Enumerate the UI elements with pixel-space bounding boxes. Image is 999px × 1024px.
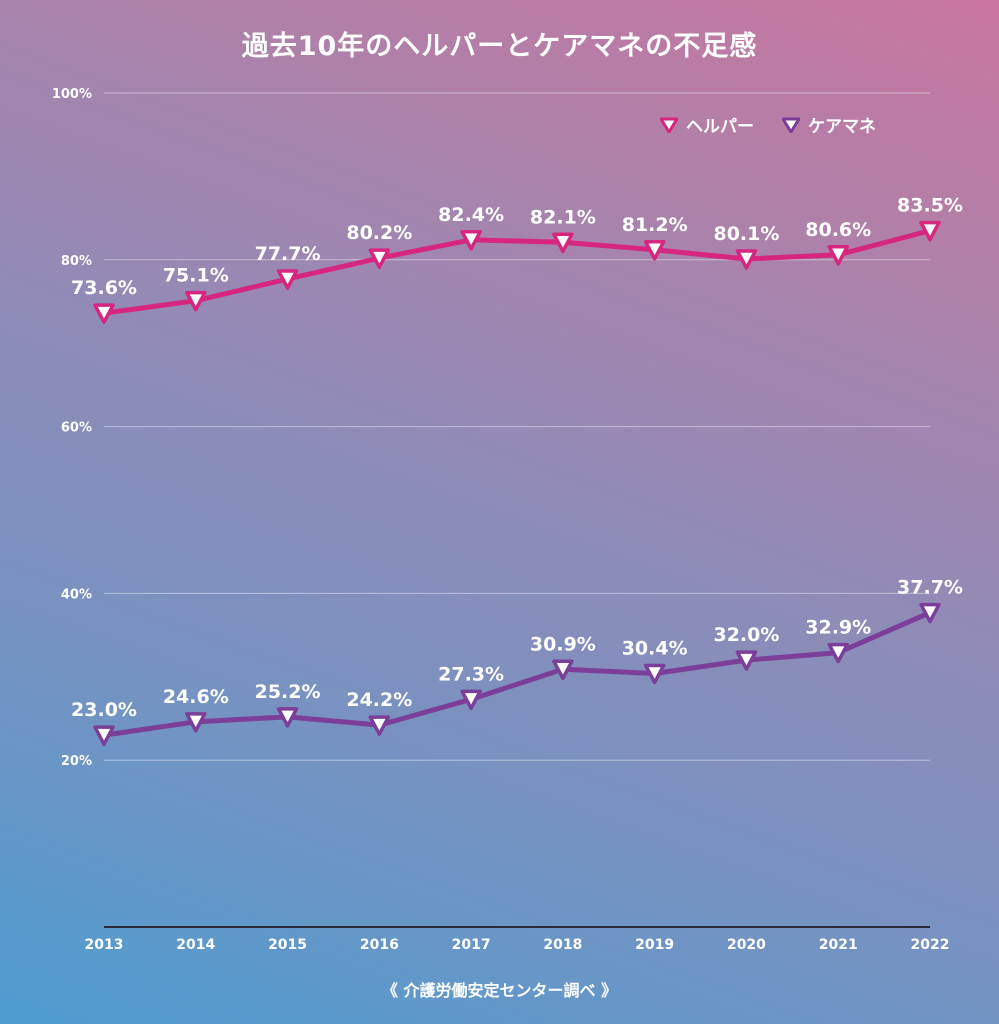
data-label: 23.0%	[71, 699, 137, 721]
data-point	[276, 707, 299, 728]
x-tick-label: 2013	[85, 937, 124, 953]
data-point	[460, 689, 482, 711]
data-point	[93, 725, 115, 746]
data-point	[276, 269, 299, 290]
data-label: 25.2%	[255, 681, 321, 703]
x-tick-label: 2018	[543, 937, 582, 953]
data-point	[185, 712, 207, 733]
data-point	[827, 245, 849, 266]
data-point	[460, 230, 482, 251]
y-tick-label: 20%	[61, 754, 92, 769]
chart-title: 過去10年のヘルパーとケアマネの不足感	[241, 31, 758, 62]
legend: ヘルパー ケアマネ	[660, 112, 876, 137]
data-point	[643, 663, 666, 685]
data-point	[827, 642, 849, 664]
data-label: 77.7%	[255, 243, 321, 265]
data-point	[368, 715, 391, 736]
data-label: 73.6%	[71, 277, 137, 299]
y-tick-label: 60%	[61, 421, 92, 436]
data-label: 30.4%	[622, 637, 688, 659]
data-point	[919, 602, 941, 624]
x-tick-label: 2022	[911, 937, 950, 953]
x-tick-label: 2021	[819, 937, 858, 953]
data-point	[919, 220, 941, 242]
y-tick-label: 80%	[61, 254, 92, 269]
x-tick-label: 2014	[176, 937, 215, 953]
data-label: 32.0%	[713, 624, 779, 646]
data-point	[552, 232, 574, 254]
x-tick-label: 2017	[452, 937, 491, 953]
data-point	[185, 290, 207, 312]
legend-item-caremanager: ケアマネ	[782, 112, 876, 137]
x-tick-label: 2015	[268, 937, 307, 953]
data-label: 75.1%	[163, 265, 229, 287]
data-label: 80.1%	[713, 223, 779, 245]
x-tick-label: 2016	[360, 937, 399, 953]
data-label: 32.9%	[805, 617, 871, 639]
legend-item-helper: ヘルパー	[660, 112, 754, 137]
x-tick-label: 2019	[635, 937, 674, 953]
data-point	[368, 248, 391, 269]
data-label: 82.1%	[530, 206, 596, 228]
series-line-1	[101, 610, 933, 738]
data-label: 37.7%	[897, 577, 963, 599]
y-tick-label: 100%	[52, 87, 92, 102]
data-label: 24.2%	[346, 689, 412, 711]
data-point	[735, 249, 758, 270]
y-tick-label: 40%	[61, 587, 92, 602]
data-label: 80.2%	[346, 222, 412, 244]
data-label: 82.4%	[438, 204, 504, 226]
source-note: 《 介護労働安定センター調べ 》	[381, 981, 618, 1000]
legend-label-helper: ヘルパー	[686, 117, 754, 137]
x-tick-label: 2020	[727, 937, 766, 953]
caremanager-marker-icon	[782, 117, 800, 133]
data-label: 30.9%	[530, 633, 596, 655]
data-point	[735, 650, 758, 671]
data-point	[93, 303, 115, 324]
data-label: 27.3%	[438, 663, 504, 685]
data-point	[643, 240, 666, 261]
legend-label-caremanager: ケアマネ	[808, 117, 876, 137]
data-label: 80.6%	[805, 219, 871, 241]
series-line-0	[101, 228, 933, 316]
data-point	[552, 659, 574, 681]
data-label: 83.5%	[897, 195, 963, 217]
helper-marker-icon	[660, 117, 678, 133]
data-label: 24.6%	[163, 686, 229, 708]
data-label: 81.2%	[622, 214, 688, 236]
